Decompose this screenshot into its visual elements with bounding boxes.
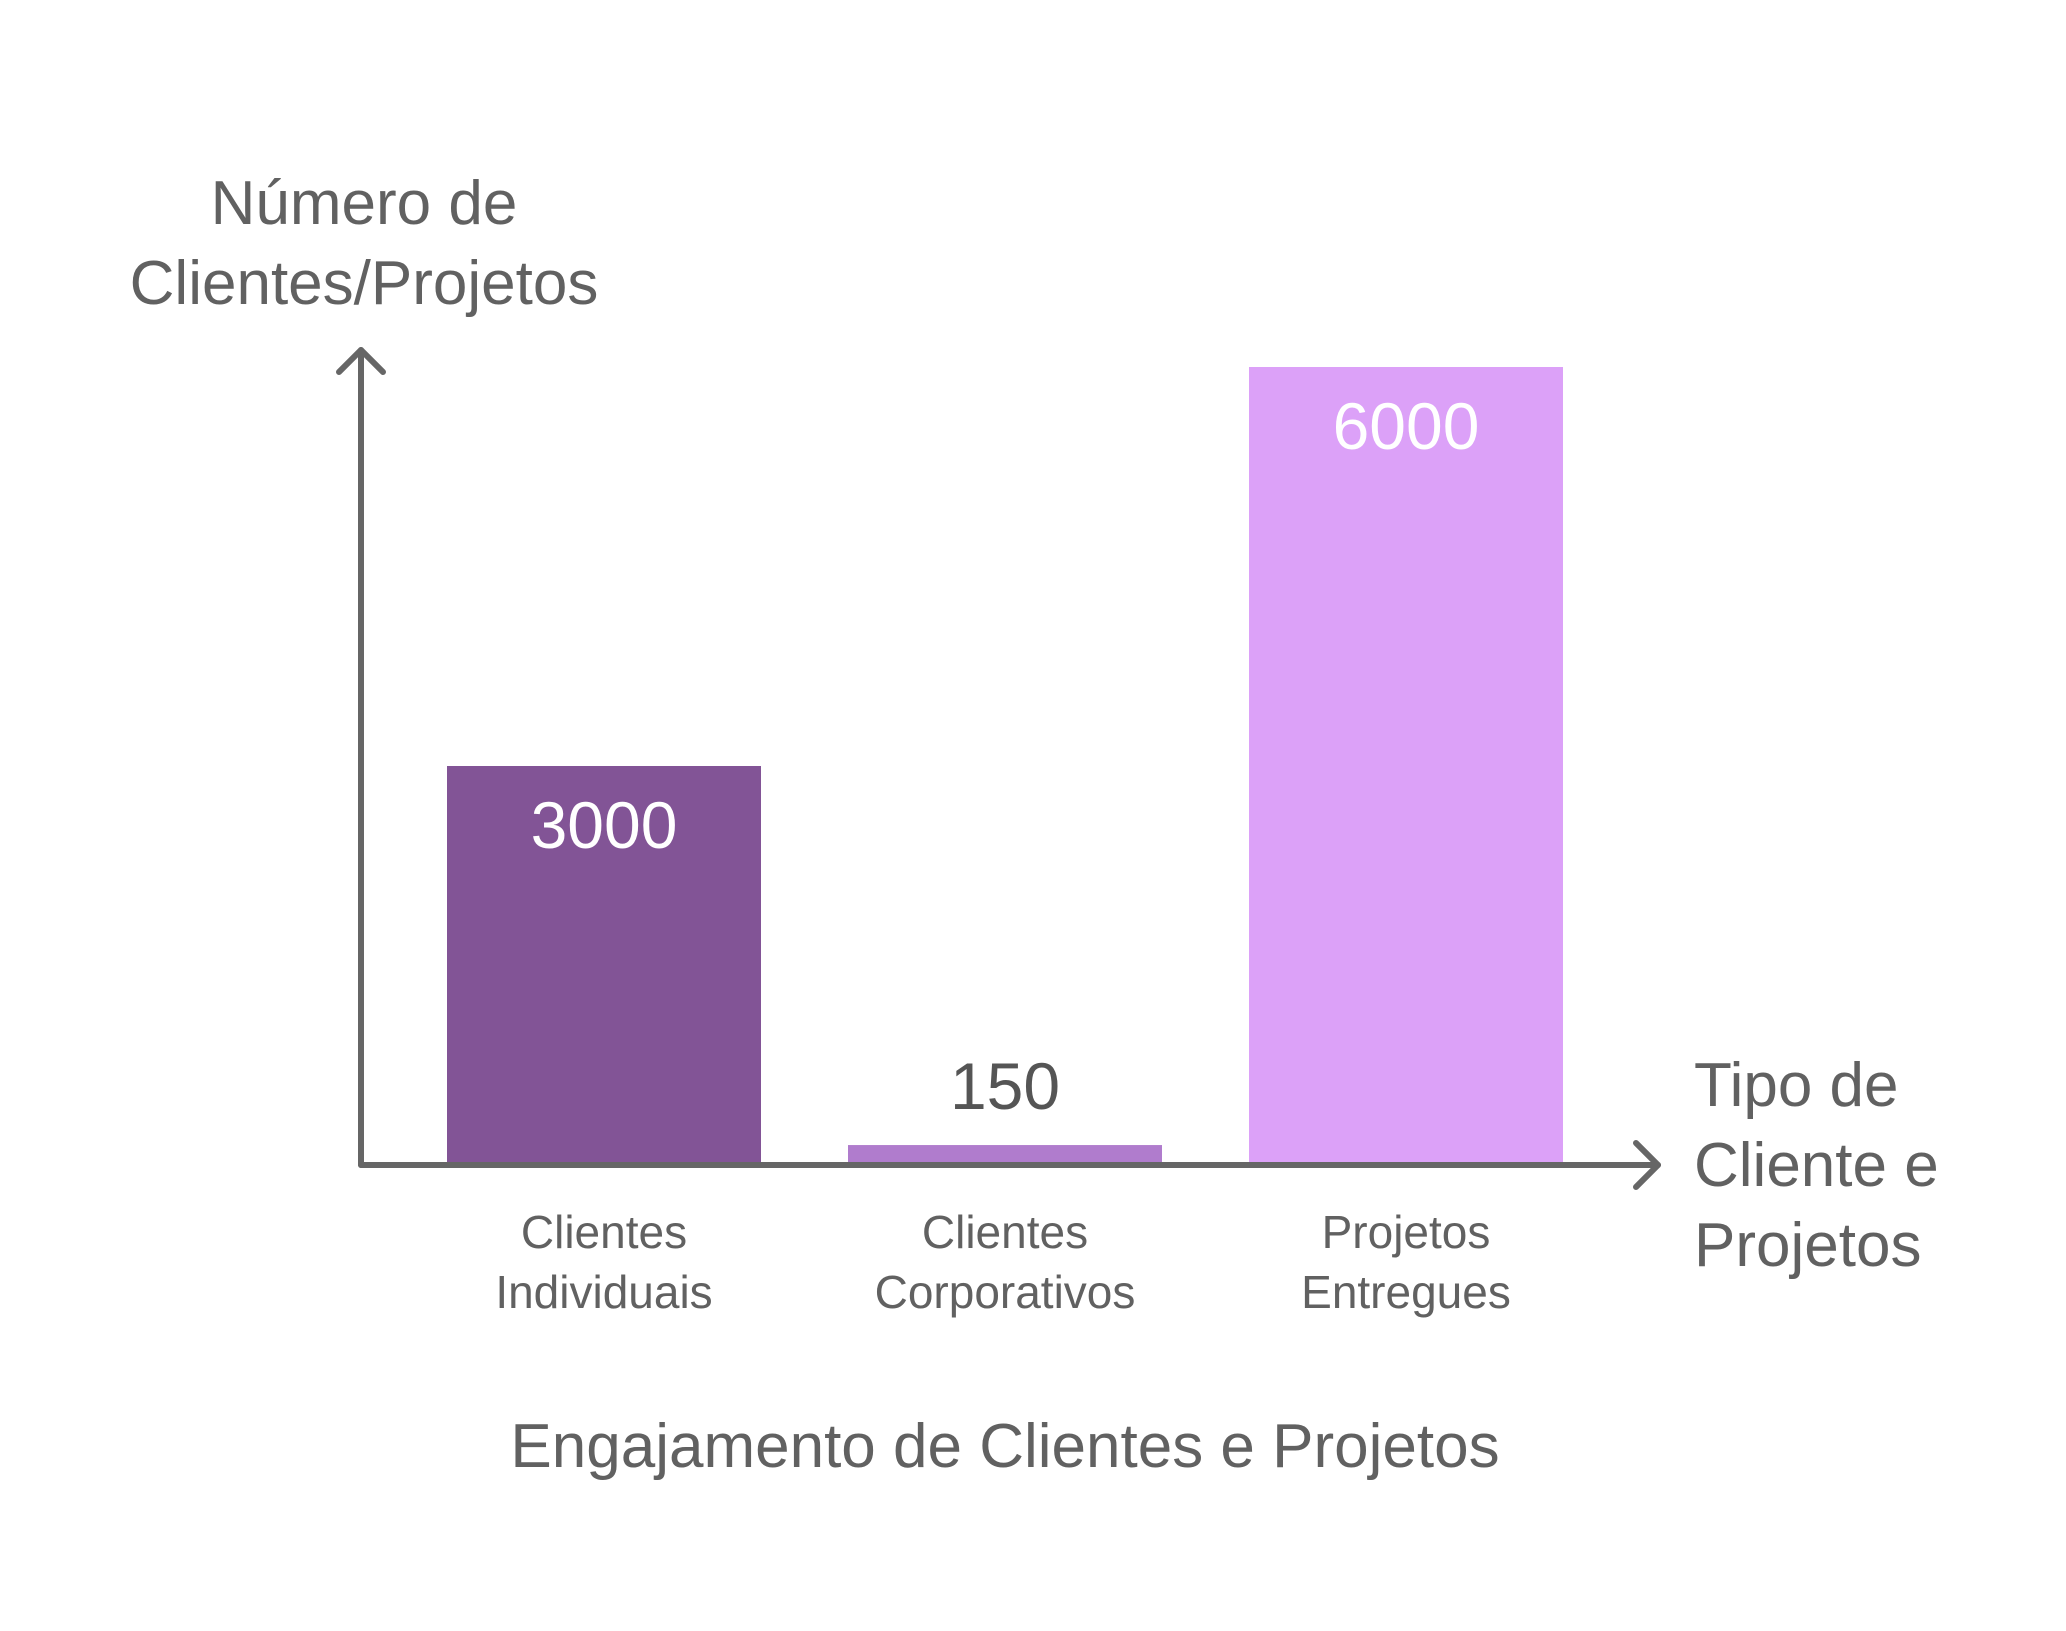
y-axis-arrow-icon: [336, 347, 386, 375]
category-label-2: Clientes Corporativos: [875, 1206, 1136, 1318]
bars-group: 3000 150 6000: [447, 367, 1563, 1165]
x-axis-title: Tipo de Cliente e Projetos: [1694, 1051, 1939, 1280]
x-axis-arrow-icon: [1633, 1140, 1661, 1190]
chart-title: Engajamento de Clientes e Projetos: [510, 1412, 1499, 1481]
bar-1: [447, 766, 761, 1165]
data-label-3: 6000: [1333, 389, 1480, 463]
y-axis-title: Número de Clientes/Projetos: [130, 169, 599, 318]
category-label-1: Clientes Individuais: [495, 1206, 712, 1318]
data-label-1: 3000: [531, 788, 678, 862]
x-axis-label: Tipo de Cliente e Projetos: [1694, 1051, 1939, 1280]
category-labels: Clientes Individuais Clientes Corporativos P…: [495, 1206, 1511, 1318]
category-label-3: Projetos Entregues: [1301, 1206, 1511, 1318]
bar-3: [1249, 367, 1563, 1165]
bar-2: [848, 1145, 1162, 1165]
data-label-2: 150: [950, 1049, 1060, 1123]
axes-group: [336, 347, 1661, 1190]
y-axis-label: Número de Clientes/Projetos: [130, 169, 599, 318]
